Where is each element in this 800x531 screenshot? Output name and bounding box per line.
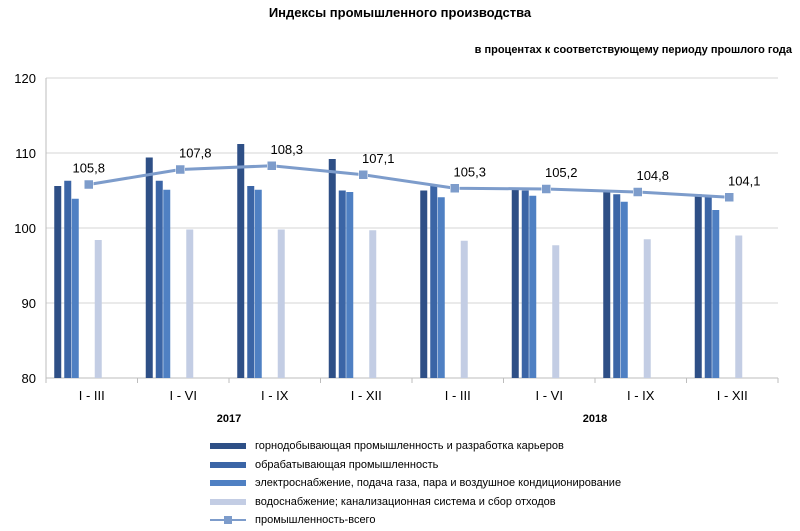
legend-item-water: водоснабжение; канализационная система и… bbox=[205, 493, 621, 512]
legend-item-manufacturing: обрабатывающая промышленность bbox=[205, 456, 621, 475]
bar-mining bbox=[511, 187, 519, 378]
bar-water bbox=[460, 240, 468, 378]
legend-item-mining: горнодобывающая промышленность и разрабо… bbox=[205, 437, 621, 456]
line-industry-total bbox=[88, 164, 730, 199]
data-label-industry-total: 107,1 bbox=[362, 151, 395, 166]
x-group-label: 2018 bbox=[583, 413, 607, 425]
bar-electricity bbox=[163, 189, 171, 378]
x-tick-label: I - XII bbox=[351, 388, 382, 403]
data-label-industry-total: 105,8 bbox=[72, 161, 105, 176]
bar-electricity bbox=[620, 201, 628, 378]
legend-label-water: водоснабжение; канализационная система и… bbox=[255, 495, 556, 508]
y-tick-label: 120 bbox=[14, 71, 36, 86]
data-label-industry-total: 105,2 bbox=[545, 165, 578, 180]
point-industry-total bbox=[84, 179, 94, 190]
legend-item-electricity: электроснабжение, подача газа, пара и во… bbox=[205, 474, 621, 493]
chart-title: Индексы промышленного производства bbox=[268, 5, 532, 20]
data-label-industry-total: 107,8 bbox=[179, 146, 212, 161]
legend-label-mining: горнодобывающая промышленность и разрабо… bbox=[255, 440, 564, 452]
legend-item-industry-total: промышленность-всего bbox=[205, 511, 621, 530]
data-label-industry-total: 104,1 bbox=[728, 173, 761, 188]
bar-manufacturing bbox=[704, 195, 712, 378]
point-industry-total bbox=[175, 164, 185, 175]
legend-label-manufacturing: обрабатывающая промышленность bbox=[255, 458, 439, 471]
bar-water bbox=[735, 235, 743, 378]
x-tick-label: I - III bbox=[445, 388, 471, 403]
legend-label-industry-total: промышленность-всего bbox=[255, 514, 376, 526]
bar-electricity bbox=[71, 198, 79, 378]
bar-water bbox=[369, 230, 377, 378]
point-industry-total bbox=[724, 192, 734, 202]
bar-manufacturing bbox=[64, 180, 72, 378]
chart-legend: горнодобывающая промышленность и разрабо… bbox=[205, 437, 621, 530]
bar-mining bbox=[145, 157, 153, 378]
x-tick-label: I - III bbox=[79, 388, 105, 403]
bar-electricity bbox=[437, 197, 445, 378]
x-tick-label: I - VI bbox=[536, 388, 563, 403]
point-industry-total bbox=[450, 183, 460, 193]
data-label-industry-total: 108,3 bbox=[270, 142, 303, 157]
x-tick-label: I - IX bbox=[261, 388, 289, 403]
data-label-industry-total: 104,8 bbox=[636, 168, 669, 183]
bar-mining bbox=[237, 144, 245, 378]
legend-swatch-water bbox=[210, 498, 246, 505]
legend-swatch-mining bbox=[210, 443, 246, 449]
bar-mining bbox=[603, 192, 611, 378]
bar-water bbox=[186, 229, 194, 378]
chart-subtitle: в процентах к соответствующему периоду п… bbox=[474, 44, 792, 56]
legend-label-electricity: электроснабжение, подача газа, пара и во… bbox=[255, 477, 622, 489]
bar-manufacturing bbox=[247, 186, 255, 378]
bar-water bbox=[643, 239, 651, 378]
bar-electricity bbox=[529, 195, 537, 378]
bar-manufacturing bbox=[613, 194, 621, 378]
bar-mining bbox=[328, 159, 336, 378]
bar-electricity bbox=[346, 192, 354, 378]
bar-mining bbox=[420, 190, 428, 378]
bar-mining bbox=[694, 194, 702, 378]
y-tick-label: 90 bbox=[22, 296, 36, 311]
data-label-industry-total: 105,3 bbox=[453, 164, 486, 179]
legend-swatch-electricity bbox=[210, 480, 246, 486]
x-group-label: 2017 bbox=[217, 413, 241, 425]
y-tick-label: 100 bbox=[14, 221, 36, 236]
bar-water bbox=[94, 240, 102, 378]
bar-water bbox=[552, 245, 560, 378]
bar-electricity bbox=[254, 189, 262, 378]
legend-swatch-manufacturing bbox=[210, 461, 246, 468]
x-tick-label: I - VI bbox=[170, 388, 197, 403]
bar-manufacturing bbox=[430, 184, 438, 378]
point-industry-total bbox=[267, 161, 277, 171]
point-industry-total bbox=[358, 170, 368, 180]
bar-water bbox=[277, 229, 285, 378]
legend-marker-industry-total bbox=[224, 516, 232, 524]
point-industry-total bbox=[541, 184, 551, 194]
x-tick-label: I - IX bbox=[627, 388, 655, 403]
x-tick-label: I - XII bbox=[717, 388, 748, 403]
y-tick-label: 80 bbox=[22, 371, 36, 386]
bar-manufacturing bbox=[338, 190, 346, 378]
bar-mining bbox=[54, 186, 62, 378]
y-tick-label: 110 bbox=[15, 146, 36, 161]
point-industry-total bbox=[633, 187, 643, 197]
bar-manufacturing bbox=[521, 190, 529, 378]
bar-manufacturing bbox=[155, 180, 163, 378]
bar-electricity bbox=[712, 210, 720, 378]
